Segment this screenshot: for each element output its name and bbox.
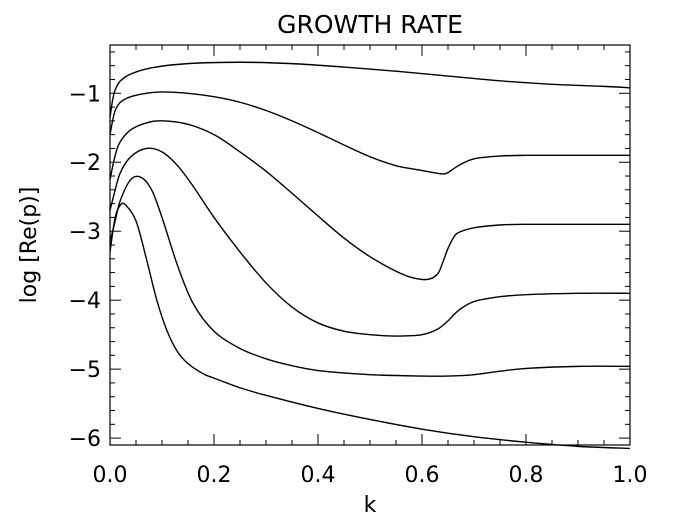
x-tick-label: 0.2 — [197, 463, 232, 488]
y-axis-label: log [Re(p)] — [17, 187, 42, 304]
x-tick-label: 0.4 — [301, 463, 336, 488]
y-tick-label: −2 — [69, 151, 101, 176]
plot-frame — [109, 44, 631, 446]
chart-title: GROWTH RATE — [277, 10, 463, 39]
x-tick-label: 0.0 — [93, 463, 128, 488]
series-line-3 — [109, 120, 631, 281]
axis-ticks: 0.0 0.2 0.4 0.6 0.8 1.0 −1 −2 −3 −4 −5 −6 — [69, 45, 648, 488]
series-line-5 — [109, 175, 631, 377]
x-tick-label: 0.6 — [405, 463, 440, 488]
series-line-1 — [109, 61, 631, 118]
y-tick-label: −3 — [69, 220, 101, 245]
x-tick-label: 1.0 — [613, 463, 648, 488]
x-axis-label: k — [364, 493, 377, 518]
x-tick-label: 0.8 — [509, 463, 544, 488]
y-tick-label: −6 — [69, 427, 101, 452]
series-group — [109, 61, 631, 450]
y-tick-label: −1 — [69, 82, 101, 107]
series-line-4 — [109, 147, 631, 337]
series-line-6 — [109, 202, 631, 450]
y-tick-label: −5 — [69, 358, 101, 383]
series-line-2 — [109, 91, 630, 175]
y-tick-label: −4 — [69, 289, 101, 314]
